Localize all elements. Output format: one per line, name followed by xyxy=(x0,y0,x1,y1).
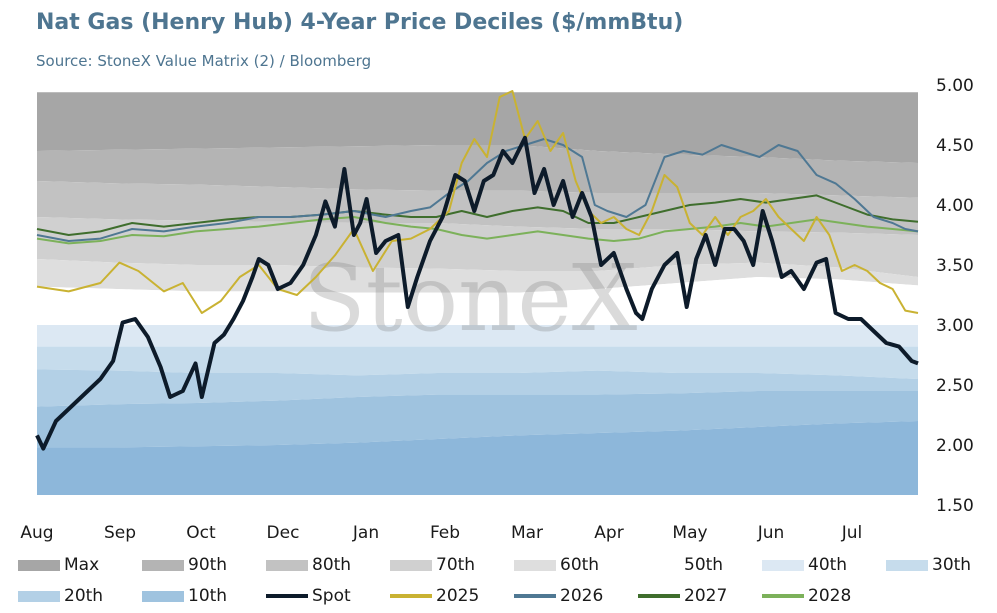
legend-item-20th: 20th xyxy=(18,584,103,608)
legend-label: 10th xyxy=(188,586,228,606)
y-tick-3-50: 3.50 xyxy=(936,256,974,276)
legend-swatch xyxy=(266,559,308,571)
legend-swatch xyxy=(18,559,60,571)
series-lines xyxy=(35,90,919,451)
legend-swatch xyxy=(762,559,804,571)
legend-item-90th: 90th xyxy=(142,553,227,577)
band-50th xyxy=(37,277,918,325)
legend-swatch xyxy=(18,590,60,602)
legend-label: 80th xyxy=(312,555,352,575)
legend-item-10th: 10th xyxy=(142,584,227,608)
y-tick-5-00: 5.00 xyxy=(936,76,974,96)
band-max xyxy=(37,92,918,163)
x-tick-feb: Feb xyxy=(430,523,460,543)
y-tick-3-00: 3.00 xyxy=(936,316,974,336)
legend-swatch xyxy=(142,559,184,571)
legend-swatch xyxy=(142,590,184,602)
y-tick-4-50: 4.50 xyxy=(936,136,974,156)
x-tick-apr: Apr xyxy=(594,523,623,543)
legend-label: 60th xyxy=(560,555,600,575)
legend-label: Max xyxy=(64,555,100,575)
legend-item-2026: 2026 xyxy=(514,584,603,608)
x-axis-ticks: Aug Sep Oct Dec Jan Feb Mar Apr May Jun Jul xyxy=(20,523,862,543)
y-axis-ticks: 5.00 4.50 4.00 3.50 3.00 2.50 2.00 1.50 xyxy=(936,76,974,516)
legend-swatch xyxy=(886,559,928,571)
legend-swatch xyxy=(638,594,680,598)
band-10th xyxy=(37,391,918,448)
x-tick-mar: Mar xyxy=(511,523,543,543)
legend-item-50th: 50th xyxy=(638,553,723,577)
legend-label: 2027 xyxy=(684,586,728,606)
legend-swatch xyxy=(514,559,556,571)
legend-item-60th: 60th xyxy=(514,553,599,577)
chart-subtitle: Source: StoneX Value Matrix (2) / Bloomb… xyxy=(36,52,372,70)
legend-swatch xyxy=(514,594,556,598)
y-tick-4-00: 4.00 xyxy=(936,196,974,216)
legend-item-40th: 40th xyxy=(762,553,847,577)
legend-label: 2025 xyxy=(436,586,480,606)
legend-item-spot: Spot xyxy=(266,584,351,608)
x-tick-may: May xyxy=(672,523,707,543)
decile-bands xyxy=(37,92,918,495)
y-tick-1-50: 1.50 xyxy=(936,496,974,516)
y-tick-2-50: 2.50 xyxy=(936,376,974,396)
band-30th xyxy=(37,346,918,379)
legend-label: Spot xyxy=(312,586,351,606)
x-tick-aug: Aug xyxy=(20,523,53,543)
band-80th xyxy=(37,181,918,235)
legend-item-2027: 2027 xyxy=(638,584,727,608)
x-tick-sep: Sep xyxy=(104,523,136,543)
legend-label: 30th xyxy=(932,555,972,575)
series-line-2026 xyxy=(36,138,919,242)
legend-swatch xyxy=(762,594,804,598)
series-line-2027 xyxy=(36,194,919,236)
legend-swatch xyxy=(266,594,308,598)
band-20th xyxy=(37,369,918,407)
band-40th xyxy=(37,325,918,347)
legend-swatch xyxy=(390,594,432,598)
legend-item-30th: 30th xyxy=(886,553,971,577)
legend-label: 2028 xyxy=(808,586,852,606)
legend-item-2028: 2028 xyxy=(762,584,851,608)
legend-item-2025: 2025 xyxy=(390,584,479,608)
x-tick-jan: Jan xyxy=(352,523,379,543)
legend-item-max: Max xyxy=(18,553,99,577)
legend-label: 40th xyxy=(808,555,848,575)
decile-chart: StoneX Aug Sep Oct Dec Jan Feb Mar Apr May Jun Jul… xyxy=(20,76,974,543)
series-line-spot xyxy=(35,135,919,451)
y-tick-2-00: 2.00 xyxy=(936,436,974,456)
x-tick-oct: Oct xyxy=(186,523,216,543)
legend-item-70th: 70th xyxy=(390,553,475,577)
series-line-2025 xyxy=(36,90,919,314)
legend-label: 90th xyxy=(188,555,228,575)
band-min xyxy=(37,421,918,495)
legend-label: 20th xyxy=(64,586,104,606)
series-line-2028 xyxy=(36,216,919,245)
legend-item-80th: 80th xyxy=(266,553,351,577)
x-tick-dec: Dec xyxy=(267,523,300,543)
watermark: StoneX xyxy=(303,245,638,352)
legend-label: 50th xyxy=(684,555,724,575)
legend-label: 70th xyxy=(436,555,476,575)
legend-swatch xyxy=(390,559,432,571)
legend-swatch xyxy=(638,559,680,571)
x-tick-jul: Jul xyxy=(841,523,863,543)
legend-label: 2026 xyxy=(560,586,604,606)
chart-title: Nat Gas (Henry Hub) 4-Year Price Deciles… xyxy=(36,10,684,35)
x-tick-jun: Jun xyxy=(757,523,785,543)
